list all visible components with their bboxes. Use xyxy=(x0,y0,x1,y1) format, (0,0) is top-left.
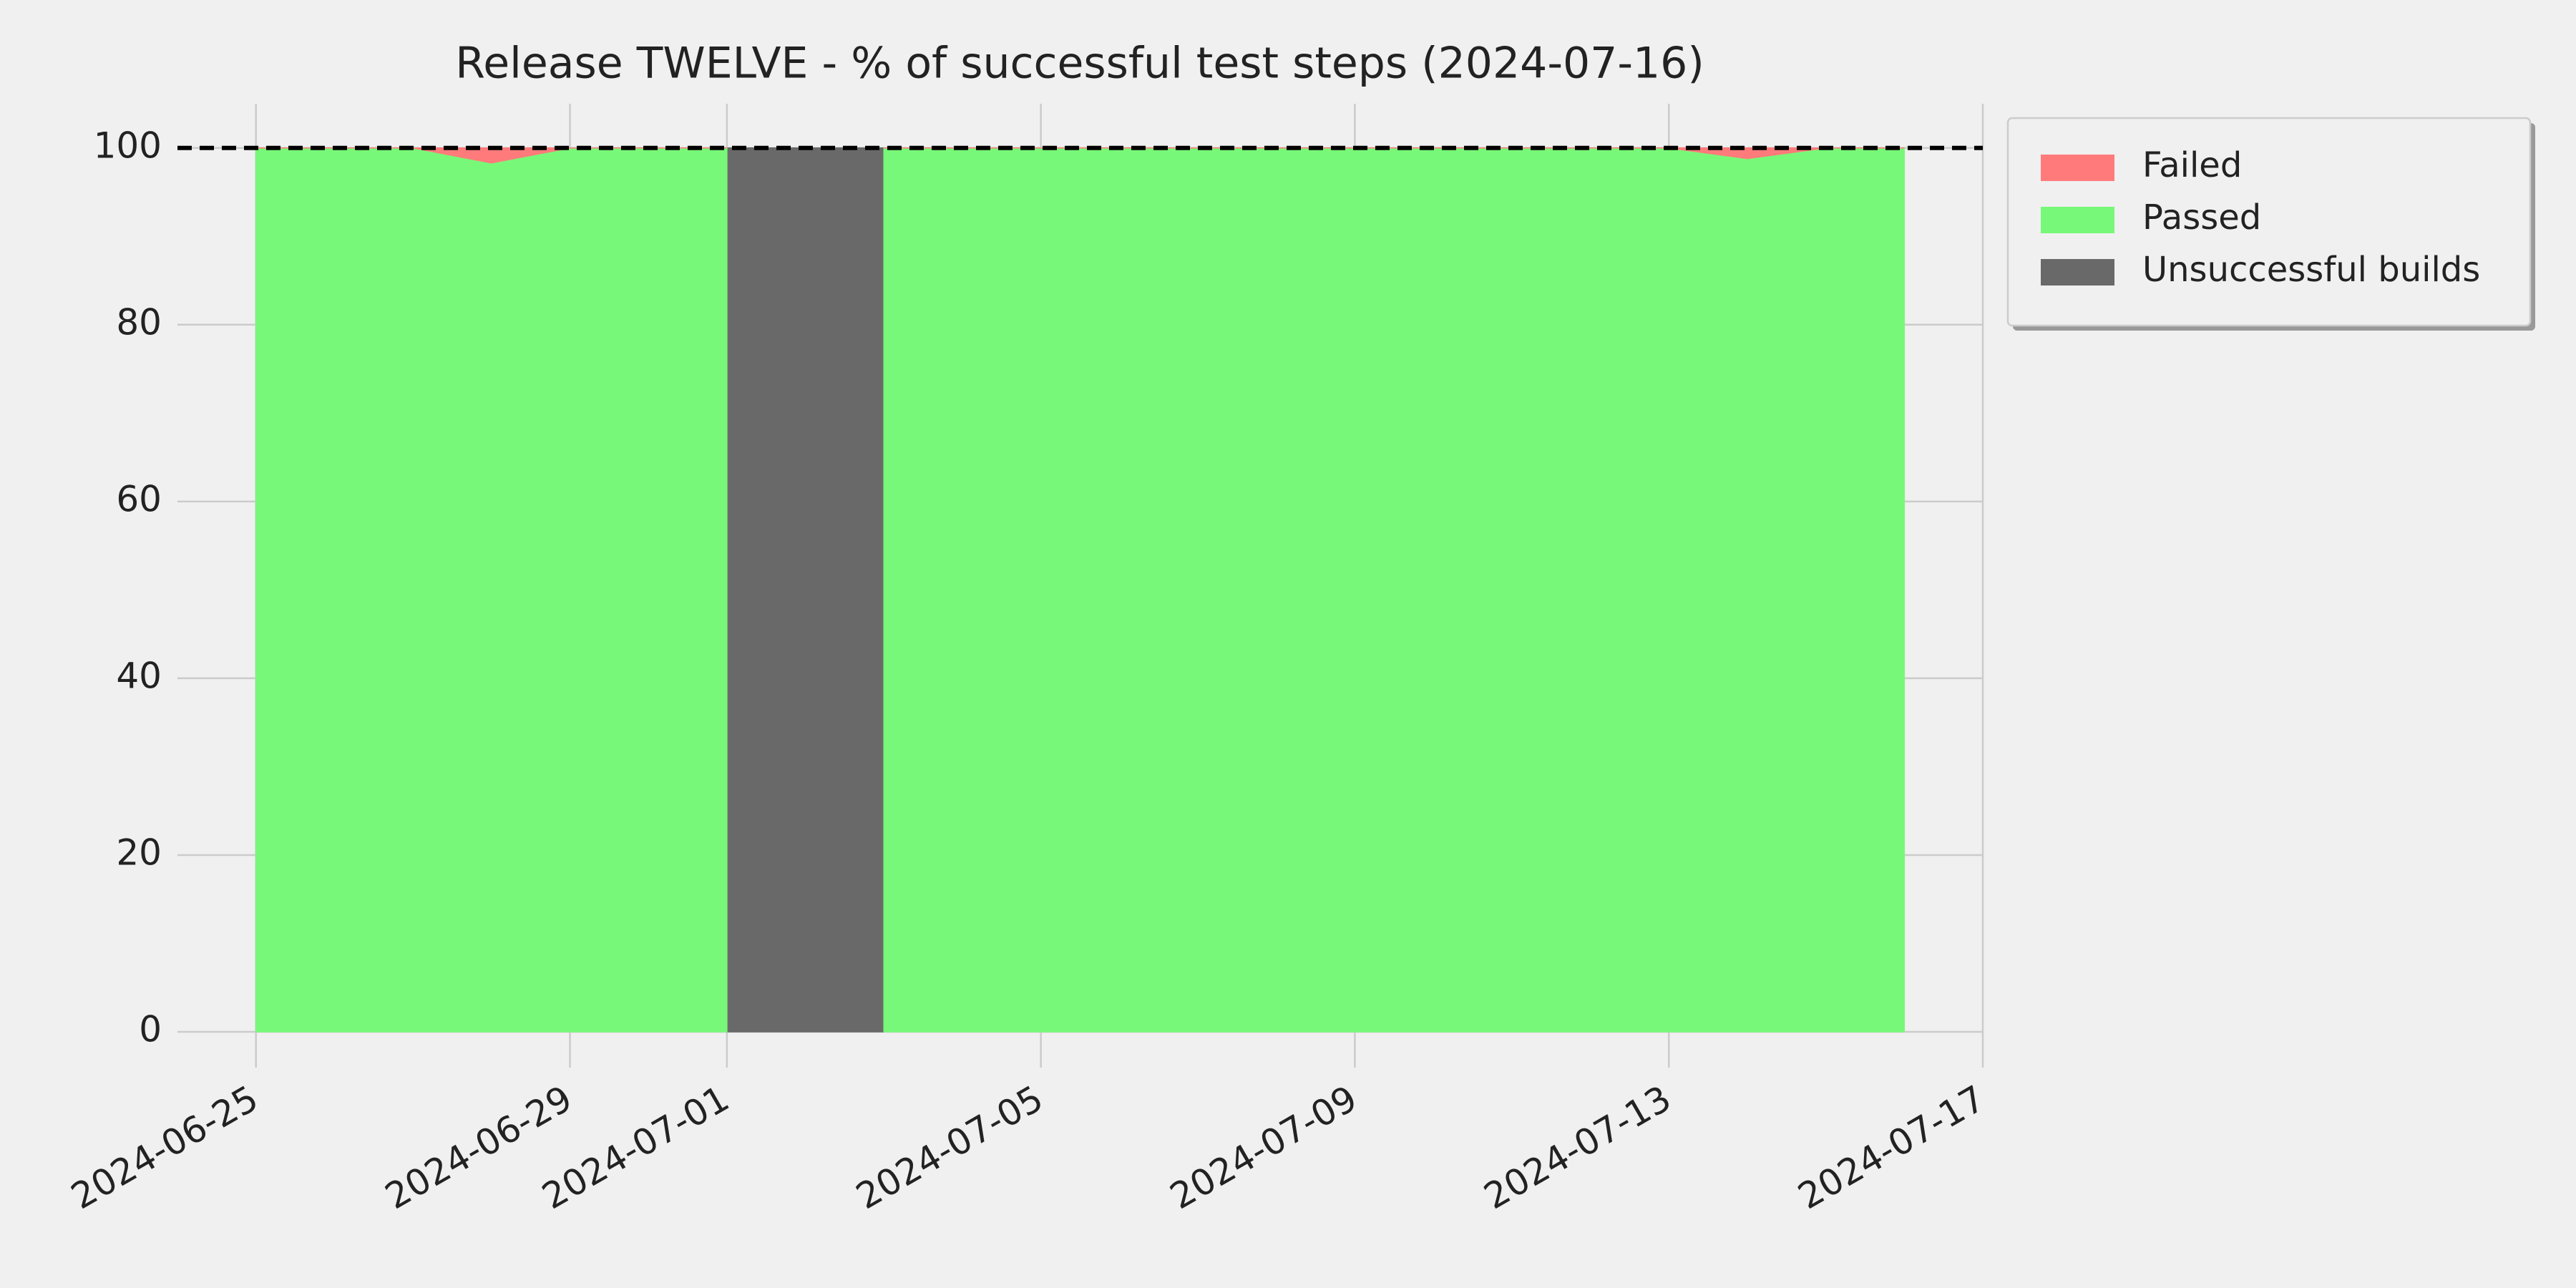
legend-label: Unsuccessful builds xyxy=(2142,250,2480,290)
area-1 xyxy=(255,147,1906,1033)
y-tick-label: 80 xyxy=(116,301,162,343)
chart-title: Release TWELVE - % of successful test st… xyxy=(455,39,1704,89)
y-tick-label: 60 xyxy=(116,478,162,519)
legend-swatch xyxy=(2041,259,2114,286)
area-2 xyxy=(726,147,885,1033)
legend: Failed Passed Unsuccessful builds xyxy=(2006,117,2535,331)
y-tick-label: 20 xyxy=(116,831,162,873)
legend-swatch xyxy=(2041,155,2114,181)
legend-swatch xyxy=(2041,207,2114,233)
legend-label: Failed xyxy=(2142,145,2242,185)
legend-frame xyxy=(2006,117,2532,327)
y-tick-label: 0 xyxy=(139,1009,162,1050)
y-tick-label: 100 xyxy=(94,125,162,166)
y-tick-label: 40 xyxy=(116,655,162,696)
legend-label: Passed xyxy=(2142,197,2261,238)
